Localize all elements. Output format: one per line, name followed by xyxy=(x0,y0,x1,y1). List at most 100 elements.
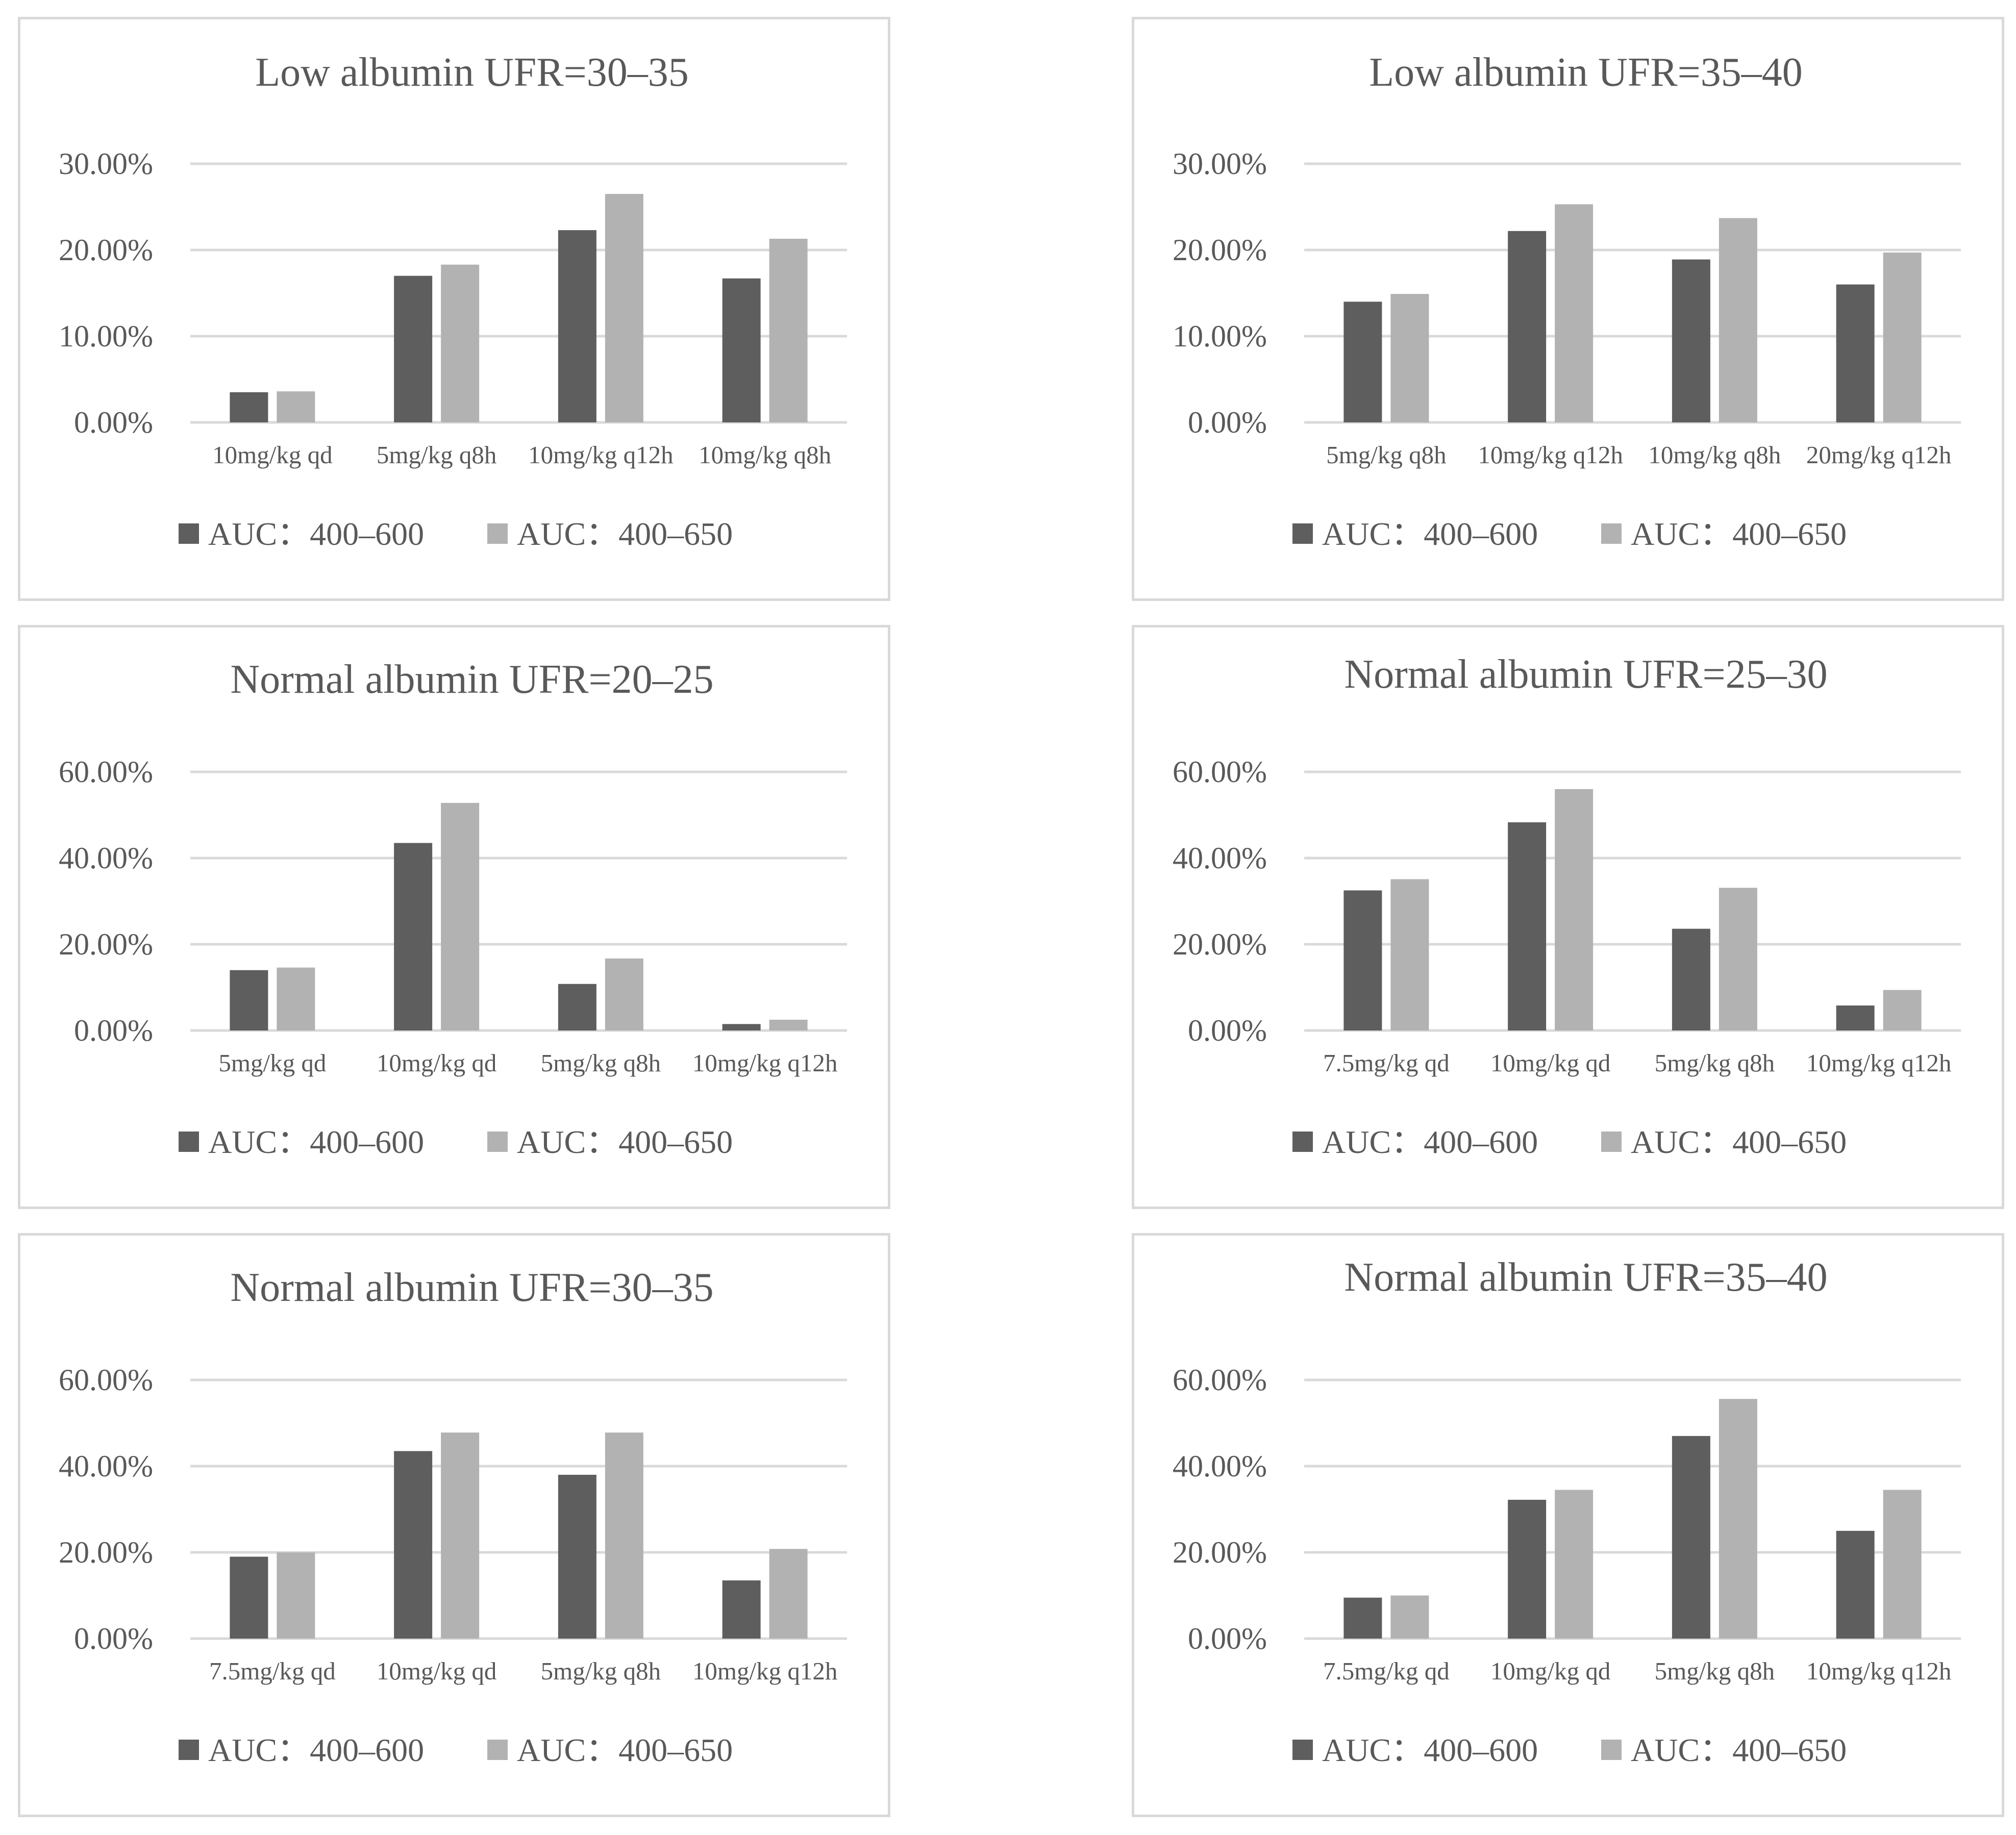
chart-title: Normal albumin UFR=35–40 xyxy=(1344,1255,1827,1300)
bar-series-1 xyxy=(558,984,596,1030)
bar-series-2 xyxy=(1719,888,1757,1030)
bar-series-1 xyxy=(230,392,268,422)
chart-panel-6: Normal albumin UFR=35–40 0.00% 20.00% 40.00… xyxy=(1132,1233,2004,1817)
y-tick-label: 0.00% xyxy=(74,1014,153,1047)
bar-series-2 xyxy=(605,958,643,1030)
bar-series-1 xyxy=(558,1474,596,1639)
chart-title: Low albumin UFR=35–40 xyxy=(1369,50,1803,95)
x-tick-label: 10mg/kg q12h xyxy=(692,1049,837,1077)
bar-series-2 xyxy=(277,1552,315,1639)
legend-swatch xyxy=(487,1132,508,1152)
chart-panel-3: Normal albumin UFR=20–25 0.00% 20.00% 40.00… xyxy=(18,625,890,1209)
bar-series-2 xyxy=(1883,253,1922,422)
bar-series-1 xyxy=(722,278,761,422)
legend-swatch xyxy=(179,1132,199,1152)
y-tick-label: 0.00% xyxy=(74,406,153,439)
y-tick-label: 30.00% xyxy=(1173,147,1267,181)
bar-series-2 xyxy=(1555,204,1594,422)
bar-series-2 xyxy=(441,802,480,1030)
y-tick-label: 20.00% xyxy=(1173,927,1267,961)
bar-series-2 xyxy=(769,1019,808,1030)
legend-label: AUC：400–650 xyxy=(1631,1124,1847,1160)
bar-series-2 xyxy=(605,1432,643,1639)
y-tick-label: 30.00% xyxy=(59,147,153,181)
y-tick-label: 40.00% xyxy=(1173,1449,1267,1483)
bar-series-1 xyxy=(230,1556,268,1639)
x-tick-label: 5mg/kg q8h xyxy=(377,441,496,469)
legend-swatch xyxy=(487,1740,508,1760)
legend-label: AUC：400–600 xyxy=(1322,1124,1538,1160)
bar-series-1 xyxy=(1836,284,1875,422)
chart-title: Low albumin UFR=30–35 xyxy=(255,50,689,95)
legend-label: AUC：400–650 xyxy=(517,516,733,552)
y-tick-label: 0.00% xyxy=(1188,406,1267,439)
x-tick-label: 5mg/kg q8h xyxy=(1655,1049,1775,1077)
bar-series-2 xyxy=(277,967,315,1030)
bar-series-1 xyxy=(394,843,433,1030)
bar-series-2 xyxy=(605,194,643,422)
y-tick-label: 60.00% xyxy=(1173,1363,1267,1397)
x-tick-label: 5mg/kg qd xyxy=(218,1049,326,1077)
bar-series-2 xyxy=(1390,294,1429,422)
legend-swatch xyxy=(1292,523,1313,544)
bar-series-1 xyxy=(722,1580,761,1639)
y-tick-label: 0.00% xyxy=(74,1622,153,1655)
bar-series-1 xyxy=(1672,259,1710,422)
bar-series-1 xyxy=(1836,1005,1875,1030)
y-tick-label: 20.00% xyxy=(59,233,153,267)
bar-series-1 xyxy=(394,275,433,422)
chart-svg: Normal albumin UFR=25–30 0.00% 20.00% 40.00… xyxy=(1173,652,1961,1160)
bar-series-1 xyxy=(558,230,596,422)
bar-series-2 xyxy=(1555,1490,1594,1639)
chart-panel-5: Normal albumin UFR=30–35 0.00% 20.00% 40.00… xyxy=(18,1233,890,1817)
bar-series-1 xyxy=(1343,301,1382,422)
bar-series-1 xyxy=(1508,822,1547,1030)
chart-title: Normal albumin UFR=30–35 xyxy=(230,1265,713,1310)
legend-swatch xyxy=(1292,1132,1313,1152)
bar-series-2 xyxy=(441,264,480,422)
y-tick-label: 20.00% xyxy=(59,927,153,961)
y-tick-label: 10.00% xyxy=(59,319,153,353)
bar-series-1 xyxy=(1508,231,1547,422)
legend-swatch xyxy=(179,1740,199,1760)
chart-panel-1: Low albumin UFR=30–35 0.00% 10.00% 20.00% 30… xyxy=(18,17,890,601)
bar-series-2 xyxy=(1719,1399,1757,1639)
y-tick-label: 20.00% xyxy=(1173,1536,1267,1569)
y-tick-label: 10.00% xyxy=(1173,319,1267,353)
bar-series-1 xyxy=(1836,1530,1875,1639)
x-tick-label: 10mg/kg q8h xyxy=(1648,441,1781,469)
chart-title: Normal albumin UFR=20–25 xyxy=(230,657,713,702)
legend-swatch xyxy=(1601,523,1622,544)
bar-series-1 xyxy=(1508,1499,1547,1639)
y-tick-label: 40.00% xyxy=(59,841,153,875)
bar-series-2 xyxy=(1390,1595,1429,1639)
x-tick-label: 7.5mg/kg qd xyxy=(1323,1657,1450,1685)
bar-series-2 xyxy=(1719,218,1757,422)
x-tick-label: 10mg/kg q12h xyxy=(1478,441,1623,469)
bar-series-2 xyxy=(1555,789,1594,1030)
legend-label: AUC：400–650 xyxy=(517,1124,733,1160)
bar-series-1 xyxy=(394,1451,433,1639)
bar-series-1 xyxy=(1672,928,1710,1030)
bar-series-2 xyxy=(1883,990,1922,1030)
y-tick-label: 0.00% xyxy=(1188,1014,1267,1047)
x-tick-label: 20mg/kg q12h xyxy=(1806,441,1951,469)
bar-series-2 xyxy=(769,1549,808,1639)
chart-panel-4: Normal albumin UFR=25–30 0.00% 20.00% 40.00… xyxy=(1132,625,2004,1209)
chart-panel-2: Low albumin UFR=35–40 0.00% 10.00% 20.00% 30… xyxy=(1132,17,2004,601)
legend-label: AUC：400–600 xyxy=(1322,1732,1538,1768)
x-tick-label: 10mg/kg q12h xyxy=(692,1657,837,1685)
chart-svg: Low albumin UFR=35–40 0.00% 10.00% 20.00% 30… xyxy=(1173,50,1961,552)
legend-swatch xyxy=(1601,1132,1622,1152)
bar-series-2 xyxy=(441,1432,480,1639)
legend-label: AUC：400–650 xyxy=(517,1732,733,1768)
y-tick-label: 0.00% xyxy=(1188,1622,1267,1655)
bar-series-1 xyxy=(1672,1436,1710,1639)
legend-swatch xyxy=(179,523,199,544)
x-tick-label: 10mg/kg q12h xyxy=(528,441,673,469)
legend-label: AUC：400–650 xyxy=(1631,516,1847,552)
bar-series-1 xyxy=(230,970,268,1030)
y-tick-label: 60.00% xyxy=(59,755,153,789)
legend-swatch xyxy=(1601,1740,1622,1760)
chart-svg: Normal albumin UFR=20–25 0.00% 20.00% 40.00… xyxy=(59,657,847,1160)
